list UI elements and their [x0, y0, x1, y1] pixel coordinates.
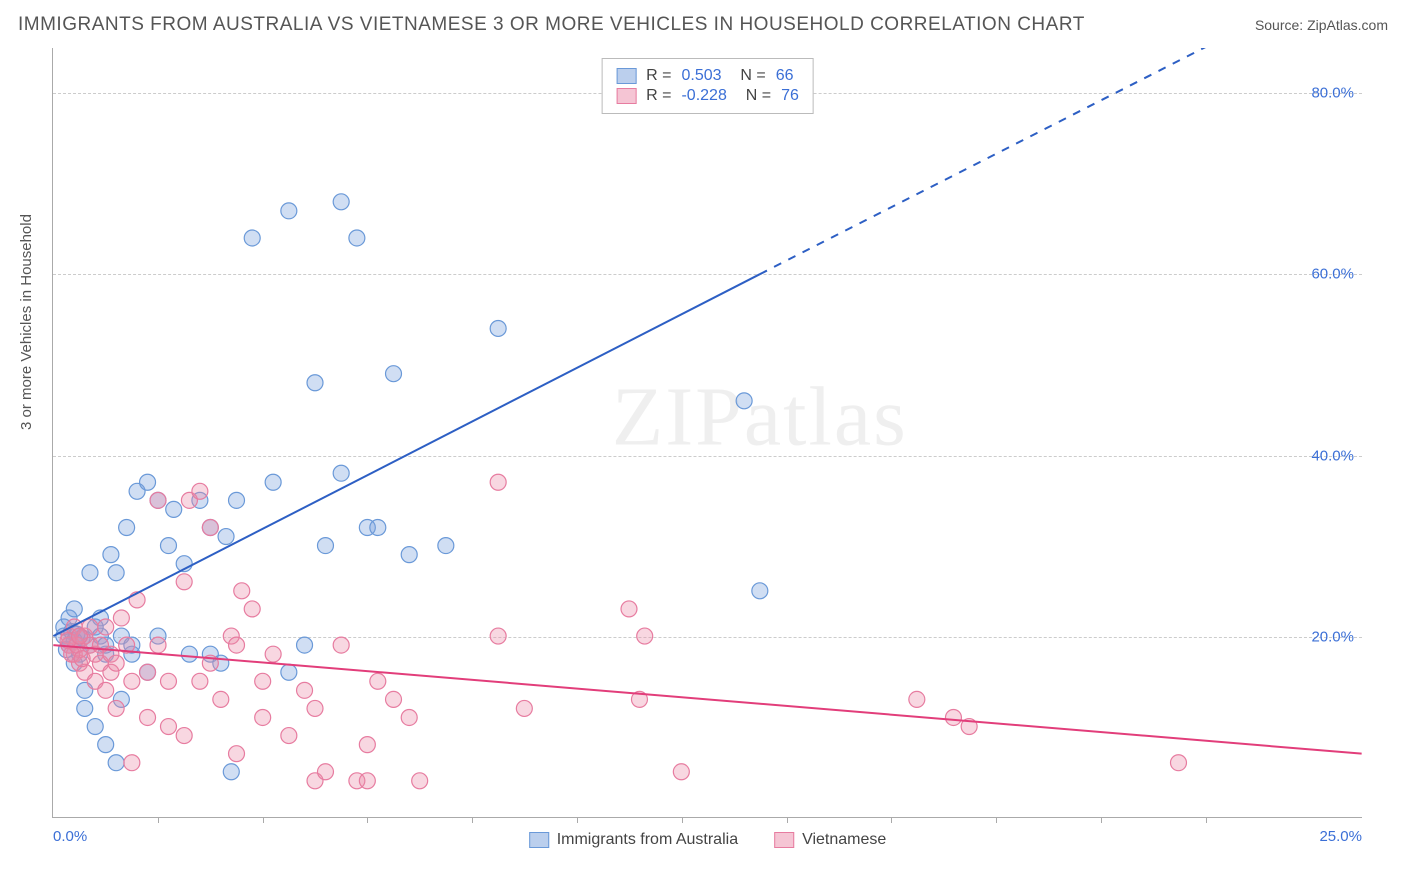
- legend-N-value-1: 66: [776, 67, 794, 85]
- scatter-svg: [53, 48, 1362, 817]
- legend-row-series-1: R = 0.503 N = 66: [616, 67, 799, 85]
- legend-swatch-2: [616, 88, 636, 104]
- chart-header: IMMIGRANTS FROM AUSTRALIA VS VIETNAMESE …: [18, 14, 1388, 36]
- legend-swatch-2b: [774, 832, 794, 848]
- x-tick-label-max: 25.0%: [1319, 828, 1362, 845]
- legend-N-value-2: 76: [781, 87, 799, 105]
- plot-area: ZIPatlas R = 0.503 N = 66 R = -0.228 N =…: [52, 48, 1362, 818]
- legend-item-1: Immigrants from Australia: [529, 831, 738, 849]
- legend-swatch-1: [616, 68, 636, 84]
- legend-row-series-2: R = -0.228 N = 76: [616, 87, 799, 105]
- source-prefix: Source:: [1255, 17, 1307, 33]
- legend-item-2: Vietnamese: [774, 831, 886, 849]
- legend-label-2: Vietnamese: [802, 831, 886, 849]
- legend-N-label: N =: [737, 87, 771, 105]
- legend-series: Immigrants from Australia Vietnamese: [529, 831, 887, 849]
- y-axis-label: 3 or more Vehicles in Household: [18, 214, 35, 430]
- legend-R-value-1: 0.503: [681, 67, 721, 85]
- legend-R-value-2: -0.228: [681, 87, 726, 105]
- legend-swatch-1b: [529, 832, 549, 848]
- chart-title: IMMIGRANTS FROM AUSTRALIA VS VIETNAMESE …: [18, 14, 1085, 36]
- legend-N-label: N =: [732, 67, 766, 85]
- legend-R-label: R =: [646, 87, 671, 105]
- legend-R-label: R =: [646, 67, 671, 85]
- x-tick-label-min: 0.0%: [53, 828, 87, 845]
- chart-source: Source: ZipAtlas.com: [1255, 17, 1388, 33]
- legend-label-1: Immigrants from Australia: [557, 831, 738, 849]
- legend-correlation: R = 0.503 N = 66 R = -0.228 N = 76: [601, 58, 814, 114]
- source-link[interactable]: ZipAtlas.com: [1307, 17, 1388, 33]
